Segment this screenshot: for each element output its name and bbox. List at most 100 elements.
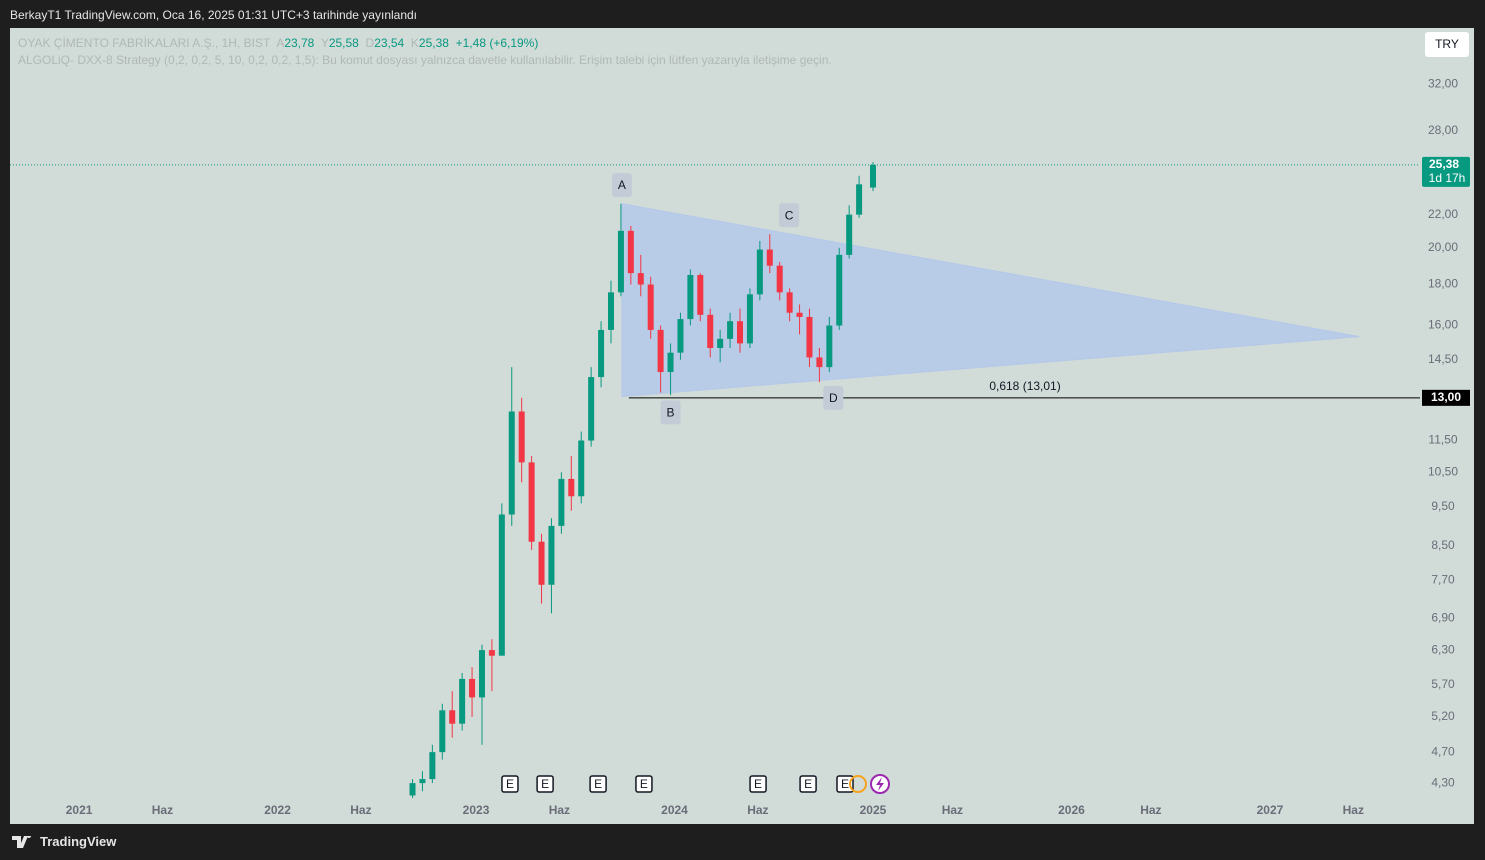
candle-body [429,752,436,780]
x-tick-label: 2025 [860,803,887,817]
x-tick-label: Haz [747,803,768,817]
candle-body [647,284,654,330]
candle-body [498,514,505,656]
candle-body [657,329,664,373]
earnings-label: E [506,777,514,791]
x-tick-label: 2022 [264,803,291,817]
candle-body [588,377,595,441]
x-tick-label: 2026 [1058,803,1085,817]
x-tick-label: Haz [350,803,371,817]
candle-body [627,230,634,274]
y-tick-label: 5,20 [1431,709,1455,723]
candle-body [439,710,446,753]
symbol: OYAK ÇİMENTO FABRİKALARI A.Ş., 1H, BIST [18,36,271,50]
y-tick-label: 22,00 [1428,207,1458,221]
y-tick-label: 6,90 [1431,611,1455,625]
x-tick-label: 2021 [66,803,93,817]
candle-body [409,783,416,796]
candle-body [687,274,694,320]
candle-body [856,184,863,215]
earnings-marker[interactable] [536,775,554,793]
legend-row: OYAK ÇİMENTO FABRİKALARI A.Ş., 1H, BIST … [18,35,832,52]
candle-body [469,678,476,698]
x-tick-label: Haz [1140,803,1161,817]
point-label: A [618,178,626,192]
candle-body [836,254,843,326]
x-tick-label: 2024 [661,803,688,817]
ohlc-value: 23,54 [374,36,405,50]
candle-body [746,294,753,344]
countdown-label: 1d 17h [1429,171,1466,185]
earnings-marker[interactable] [501,775,519,793]
ohlc-value: 25,58 [328,36,359,50]
last-price-tag [1422,156,1470,187]
earnings-label: E [841,777,849,791]
y-tick-label: 8,50 [1431,538,1455,552]
candle-body [786,292,793,313]
x-tick-label: Haz [152,803,173,817]
y-tick-label: 16,00 [1428,318,1458,332]
x-tick-label: 2023 [463,803,490,817]
triangle-pattern [621,203,1360,398]
earnings-marker[interactable] [749,775,767,793]
candle-body [697,274,704,315]
candle-body [478,650,485,698]
x-tick-label: Haz [1343,803,1364,817]
y-tick-label: 10,50 [1428,464,1458,478]
point-label-box [779,203,800,228]
plot: 4,30 4,70 5,20 5,70 6,30 6,90 7,70 8,50 9,50 10,5… [10,76,1470,817]
y-tick-label: 4,30 [1431,775,1455,789]
earnings-label: E [541,777,549,791]
indicator-row: ALGOLiQ- DXX-8 Strategy (0,2, 0,2, 5, 10… [18,53,832,67]
last-price-label: 25,38 [1429,157,1459,171]
split-icon-bolt [876,777,884,791]
x-tick-label: Haz [942,803,963,817]
candle-body [518,411,525,463]
earnings-label: E [594,777,602,791]
earnings-marker[interactable] [635,775,653,793]
earnings-marker[interactable] [836,775,854,793]
candle-body [637,273,644,285]
candle-body [667,352,674,373]
ohlc-key: D [365,36,375,50]
candle-body [607,292,614,330]
candle-body [568,478,575,497]
candle-body [846,214,853,255]
candle-body [558,478,565,526]
candle-body [869,164,876,188]
currency-button[interactable] [1425,32,1469,57]
earnings-marker[interactable] [589,775,607,793]
earnings-marker[interactable] [799,775,817,793]
candle-body [776,265,783,293]
ohlc-value: 23,78 [284,36,315,50]
y-tick-label: 32,00 [1428,76,1458,90]
y-tick-label: 5,70 [1431,677,1455,691]
candle-body [578,440,585,497]
x-tick-label: Haz [549,803,570,817]
candle-body [737,321,744,344]
ohlc-key: K [410,36,419,50]
candle-body [806,316,813,358]
chart-panel [10,28,1474,824]
dividend-icon[interactable] [849,775,867,793]
legend: OYAK ÇİMENTO FABRİKALARI A.Ş., 1H, BIST … [18,35,832,69]
ohlc-key: Y [320,36,329,50]
published-note: BerkayT1 TradingView.com, Oca 16, 2025 0… [10,8,418,22]
point-label: B [667,406,675,420]
y-tick-label: 14,50 [1428,352,1458,366]
y-tick-label: 28,00 [1428,123,1458,137]
currency-label[interactable]: TRY [1435,37,1459,51]
candle-body [766,249,773,266]
y-tick-label: 18,00 [1428,277,1458,291]
candle-body [488,650,495,656]
y-tick-label: 20,00 [1428,240,1458,254]
ohlc-key: A [276,36,285,50]
candle-body [419,779,426,784]
candle-body [826,325,833,368]
change: +1,48 (+6,19%) [455,36,539,50]
earnings-label: E [804,777,812,791]
footer: TradingView [12,834,116,849]
candle-body [677,319,684,353]
